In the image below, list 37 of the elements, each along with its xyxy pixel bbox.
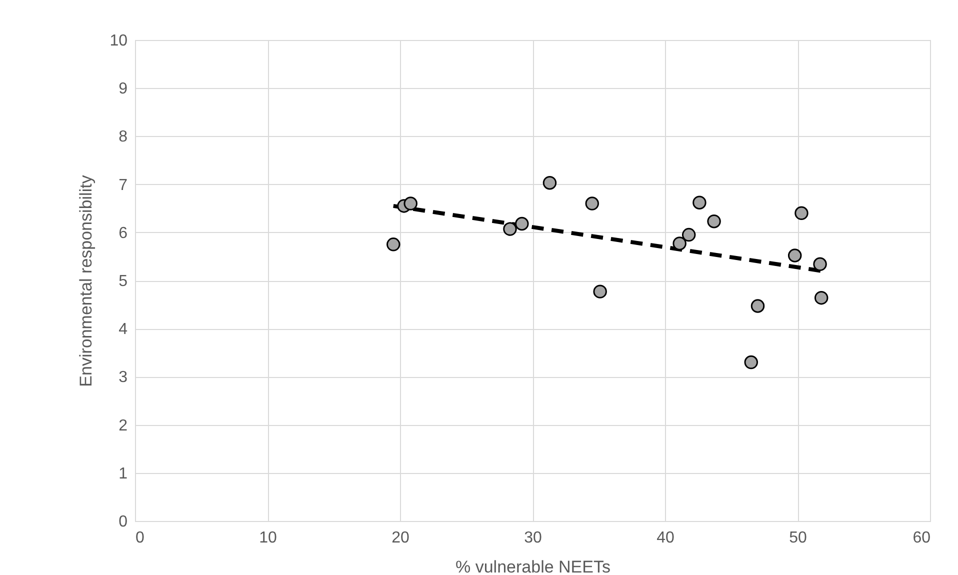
point [750, 299, 765, 313]
point [404, 196, 418, 210]
point [794, 206, 808, 220]
point [707, 214, 721, 228]
point [744, 355, 758, 370]
x-tick-label: 10 [259, 530, 277, 546]
y-tick-label: 3 [118, 369, 128, 386]
y-tick-label: 1 [118, 465, 128, 482]
y-tick-label: 5 [118, 273, 128, 290]
point [503, 222, 517, 236]
x-tick-label: 40 [656, 530, 674, 546]
y-tick-label: 0 [118, 514, 128, 530]
y-axis-title: Environmental responsibility [76, 174, 96, 387]
y-tick-label: 10 [110, 32, 128, 50]
x-tick-label: 20 [392, 530, 410, 546]
point [814, 290, 828, 305]
point [813, 257, 827, 272]
x-tick-label: 30 [524, 530, 542, 546]
point [585, 196, 599, 210]
x-tick-label: 60 [912, 530, 931, 546]
point [682, 228, 696, 242]
point [542, 176, 557, 190]
x-tick-label: 0 [136, 530, 144, 546]
y-tick-label: 9 [118, 80, 128, 98]
point [515, 216, 529, 231]
point [672, 236, 686, 250]
y-tick-label: 7 [118, 176, 128, 194]
x-tick-label: 50 [789, 530, 807, 546]
y-tick-label: 4 [118, 321, 128, 338]
point [386, 238, 400, 252]
point [593, 284, 607, 298]
x-axis-title: % vulnerable NEETs [456, 558, 610, 575]
point [788, 248, 802, 262]
point [692, 196, 706, 210]
y-tick-label: 2 [118, 417, 128, 434]
y-tick-label: 8 [118, 128, 128, 146]
y-tick-label: 6 [118, 224, 128, 242]
